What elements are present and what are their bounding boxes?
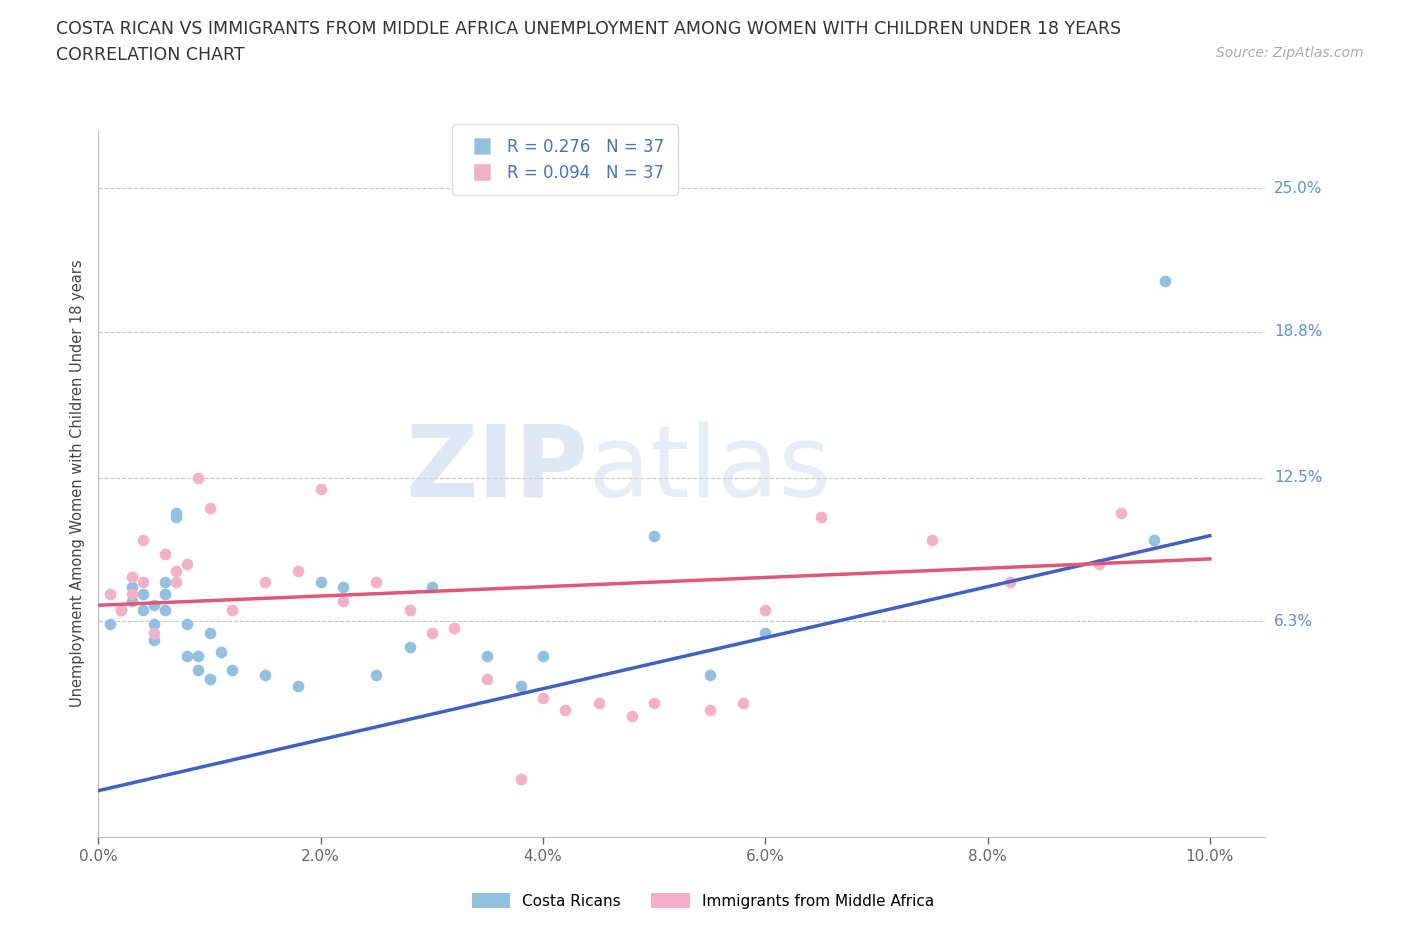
Point [921, 533, 943, 548]
Point [153, 586, 176, 601]
Point [132, 575, 155, 590]
Point [132, 603, 155, 618]
Point [554, 702, 576, 717]
Point [187, 649, 209, 664]
Point [620, 709, 643, 724]
Legend: R = 0.276   N = 37, R = 0.094   N = 37: R = 0.276 N = 37, R = 0.094 N = 37 [453, 125, 678, 195]
Point [176, 649, 198, 664]
Point [176, 556, 198, 571]
Point [1109, 505, 1132, 520]
Point [477, 672, 499, 687]
Point [98, 586, 121, 601]
Point [332, 579, 354, 594]
Point [153, 603, 176, 618]
Point [254, 668, 277, 683]
Point [176, 617, 198, 631]
Point [143, 598, 166, 613]
Text: 25.0%: 25.0% [1274, 180, 1322, 195]
Point [98, 617, 121, 631]
Point [531, 649, 554, 664]
Point [132, 586, 155, 601]
Text: Source: ZipAtlas.com: Source: ZipAtlas.com [1216, 46, 1364, 60]
Point [165, 505, 187, 520]
Point [121, 579, 143, 594]
Point [198, 500, 221, 515]
Text: 6.3%: 6.3% [1274, 614, 1313, 629]
Point [143, 617, 166, 631]
Point [198, 626, 221, 641]
Point [287, 563, 309, 578]
Text: atlas: atlas [589, 421, 830, 518]
Point [420, 579, 443, 594]
Point [221, 603, 243, 618]
Point [699, 668, 721, 683]
Point [398, 640, 420, 655]
Point [420, 626, 443, 641]
Point [221, 663, 243, 678]
Text: 12.5%: 12.5% [1274, 471, 1322, 485]
Point [121, 593, 143, 608]
Text: ZIP: ZIP [406, 421, 589, 518]
Point [143, 626, 166, 641]
Point [810, 510, 832, 525]
Point [332, 593, 354, 608]
Point [477, 649, 499, 664]
Point [366, 668, 388, 683]
Point [165, 563, 187, 578]
Point [165, 575, 187, 590]
Point [998, 575, 1021, 590]
Point [209, 644, 232, 659]
Point [110, 603, 132, 618]
Text: CORRELATION CHART: CORRELATION CHART [56, 46, 245, 64]
Point [509, 772, 531, 787]
Point [165, 510, 187, 525]
Point [643, 695, 665, 710]
Point [143, 632, 166, 647]
Point [132, 533, 155, 548]
Point [121, 570, 143, 585]
Point [1087, 556, 1109, 571]
Point [187, 471, 209, 485]
Text: 18.8%: 18.8% [1274, 325, 1322, 339]
Point [754, 603, 776, 618]
Point [1143, 533, 1166, 548]
Point [198, 672, 221, 687]
Point [699, 702, 721, 717]
Point [309, 575, 332, 590]
Point [110, 603, 132, 618]
Point [398, 603, 420, 618]
Text: COSTA RICAN VS IMMIGRANTS FROM MIDDLE AFRICA UNEMPLOYMENT AMONG WOMEN WITH CHILD: COSTA RICAN VS IMMIGRANTS FROM MIDDLE AF… [56, 20, 1122, 38]
Point [153, 547, 176, 562]
Point [509, 679, 531, 694]
Point [187, 663, 209, 678]
Legend: Costa Ricans, Immigrants from Middle Africa: Costa Ricans, Immigrants from Middle Afr… [465, 886, 941, 915]
Point [531, 690, 554, 705]
Point [153, 575, 176, 590]
Point [443, 621, 465, 636]
Point [643, 528, 665, 543]
Point [254, 575, 277, 590]
Point [121, 586, 143, 601]
Point [731, 695, 754, 710]
Point [754, 626, 776, 641]
Point [287, 679, 309, 694]
Point [366, 575, 388, 590]
Y-axis label: Unemployment Among Women with Children Under 18 years: Unemployment Among Women with Children U… [69, 259, 84, 708]
Point [1154, 273, 1177, 288]
Point [588, 695, 610, 710]
Point [309, 482, 332, 497]
